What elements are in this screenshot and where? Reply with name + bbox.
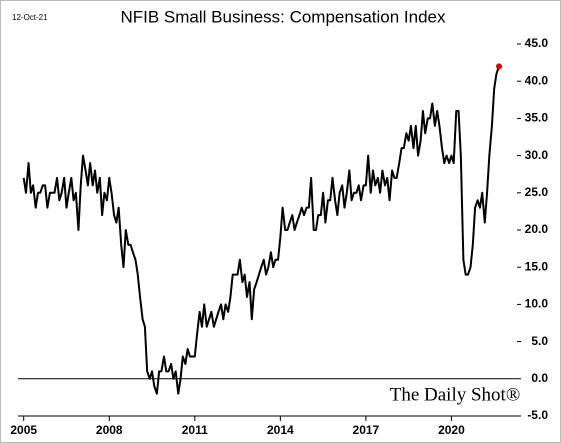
x-tick-label: 2020 [438, 423, 465, 437]
x-tick-label: 2011 [182, 423, 208, 437]
x-tick-label: 2014 [267, 423, 294, 437]
x-tick-label: 2017 [353, 423, 380, 437]
y-tick-label: 15.0 [525, 259, 549, 273]
y-tick-label: 5.0 [531, 334, 548, 348]
line [22, 65, 500, 395]
date-label: 12-Oct-21 [12, 13, 48, 22]
y-tick-label: 35.0 [525, 111, 549, 125]
y-tick-label: 20.0 [525, 222, 549, 236]
y-tick-label: 0.0 [531, 371, 548, 385]
watermark: The Daily Shot® [390, 384, 521, 405]
chart-title: NFIB Small Business: Compensation Index [120, 7, 446, 26]
y-tick-label: 10.0 [525, 297, 549, 311]
y-tick-label: 30.0 [525, 148, 549, 162]
y-tick-label: 45.0 [525, 36, 549, 50]
y-tick-label: -5.0 [527, 408, 548, 422]
last-point [496, 63, 503, 70]
y-tick-label: 25.0 [525, 185, 549, 199]
x-tick-label: 2008 [96, 423, 123, 437]
y-tick-label: 40.0 [525, 73, 549, 87]
x-tick-label: 2005 [10, 423, 37, 437]
